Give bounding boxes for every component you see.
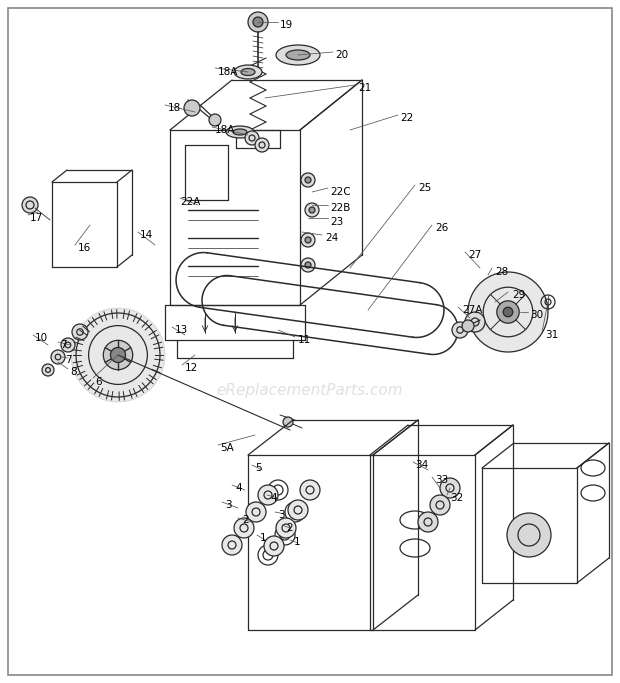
Text: 7: 7 bbox=[65, 355, 72, 365]
Text: 27: 27 bbox=[468, 250, 481, 260]
Circle shape bbox=[51, 350, 65, 364]
Ellipse shape bbox=[241, 68, 255, 76]
Circle shape bbox=[305, 203, 319, 217]
Text: eReplacementParts.com: eReplacementParts.com bbox=[216, 382, 404, 398]
Text: 1: 1 bbox=[294, 537, 301, 547]
Text: 3: 3 bbox=[225, 500, 232, 510]
Text: 17: 17 bbox=[30, 213, 43, 223]
Text: 31: 31 bbox=[545, 330, 558, 340]
Text: 22B: 22B bbox=[330, 203, 350, 213]
Text: 22C: 22C bbox=[330, 187, 351, 197]
Text: 20: 20 bbox=[335, 50, 348, 60]
Text: 22: 22 bbox=[400, 113, 414, 123]
Circle shape bbox=[430, 495, 450, 515]
Circle shape bbox=[246, 502, 266, 522]
Circle shape bbox=[276, 518, 296, 538]
Circle shape bbox=[222, 535, 242, 555]
Circle shape bbox=[255, 138, 269, 152]
Circle shape bbox=[248, 12, 268, 32]
Circle shape bbox=[288, 500, 308, 520]
Circle shape bbox=[301, 233, 315, 247]
Circle shape bbox=[253, 17, 263, 27]
Ellipse shape bbox=[276, 45, 320, 65]
Circle shape bbox=[245, 131, 259, 145]
Text: 4: 4 bbox=[235, 483, 242, 493]
Circle shape bbox=[468, 272, 548, 352]
Circle shape bbox=[301, 173, 315, 187]
Text: 2: 2 bbox=[286, 523, 293, 533]
Circle shape bbox=[305, 177, 311, 183]
Text: 5: 5 bbox=[255, 463, 262, 473]
Text: 28: 28 bbox=[495, 267, 508, 277]
Circle shape bbox=[264, 536, 284, 556]
Circle shape bbox=[452, 322, 468, 338]
Text: 5A: 5A bbox=[220, 443, 234, 453]
Text: 8: 8 bbox=[70, 367, 77, 377]
Circle shape bbox=[301, 258, 315, 272]
Circle shape bbox=[234, 518, 254, 538]
Text: 4: 4 bbox=[270, 493, 277, 503]
Text: 10: 10 bbox=[35, 333, 48, 343]
Text: 19: 19 bbox=[280, 20, 293, 30]
Ellipse shape bbox=[286, 50, 310, 60]
Circle shape bbox=[305, 237, 311, 243]
Circle shape bbox=[300, 480, 320, 500]
Circle shape bbox=[110, 348, 126, 363]
Text: 32: 32 bbox=[450, 493, 463, 503]
Text: 16: 16 bbox=[78, 243, 91, 253]
Circle shape bbox=[22, 197, 38, 213]
Text: 22A: 22A bbox=[180, 197, 200, 207]
Circle shape bbox=[497, 301, 519, 323]
Circle shape bbox=[104, 340, 133, 370]
Text: 27A: 27A bbox=[462, 305, 482, 315]
Text: 11: 11 bbox=[298, 335, 311, 345]
Circle shape bbox=[309, 207, 315, 213]
Text: 12: 12 bbox=[185, 363, 198, 373]
Circle shape bbox=[184, 100, 200, 116]
Text: 7: 7 bbox=[60, 340, 66, 350]
Circle shape bbox=[72, 324, 88, 340]
Text: 23: 23 bbox=[330, 217, 343, 227]
Ellipse shape bbox=[233, 129, 247, 135]
Text: 25: 25 bbox=[418, 183, 432, 193]
Text: 21: 21 bbox=[358, 83, 371, 93]
Circle shape bbox=[465, 312, 485, 332]
Circle shape bbox=[440, 478, 460, 498]
Text: 14: 14 bbox=[140, 230, 153, 240]
Text: 29: 29 bbox=[512, 290, 525, 300]
Text: 26: 26 bbox=[435, 223, 448, 233]
Circle shape bbox=[258, 485, 278, 505]
Text: 18: 18 bbox=[168, 103, 181, 113]
Text: 33: 33 bbox=[435, 475, 448, 485]
Text: 2: 2 bbox=[242, 515, 249, 525]
Circle shape bbox=[503, 307, 513, 317]
Ellipse shape bbox=[226, 126, 254, 138]
Text: 24: 24 bbox=[325, 233, 339, 243]
Circle shape bbox=[209, 114, 221, 126]
Circle shape bbox=[71, 308, 165, 402]
Circle shape bbox=[61, 338, 75, 352]
Text: 18A: 18A bbox=[215, 125, 236, 135]
Circle shape bbox=[507, 513, 551, 557]
Text: 18A: 18A bbox=[218, 67, 238, 77]
Text: 1: 1 bbox=[260, 533, 267, 543]
Text: 34: 34 bbox=[415, 460, 428, 470]
Text: 13: 13 bbox=[175, 325, 188, 335]
Circle shape bbox=[283, 417, 293, 427]
Text: 3: 3 bbox=[278, 510, 285, 520]
Text: 6: 6 bbox=[95, 377, 102, 387]
Circle shape bbox=[462, 320, 474, 332]
Text: 30: 30 bbox=[530, 310, 543, 320]
Circle shape bbox=[305, 262, 311, 268]
Ellipse shape bbox=[234, 65, 262, 79]
Circle shape bbox=[418, 512, 438, 532]
Circle shape bbox=[42, 364, 54, 376]
